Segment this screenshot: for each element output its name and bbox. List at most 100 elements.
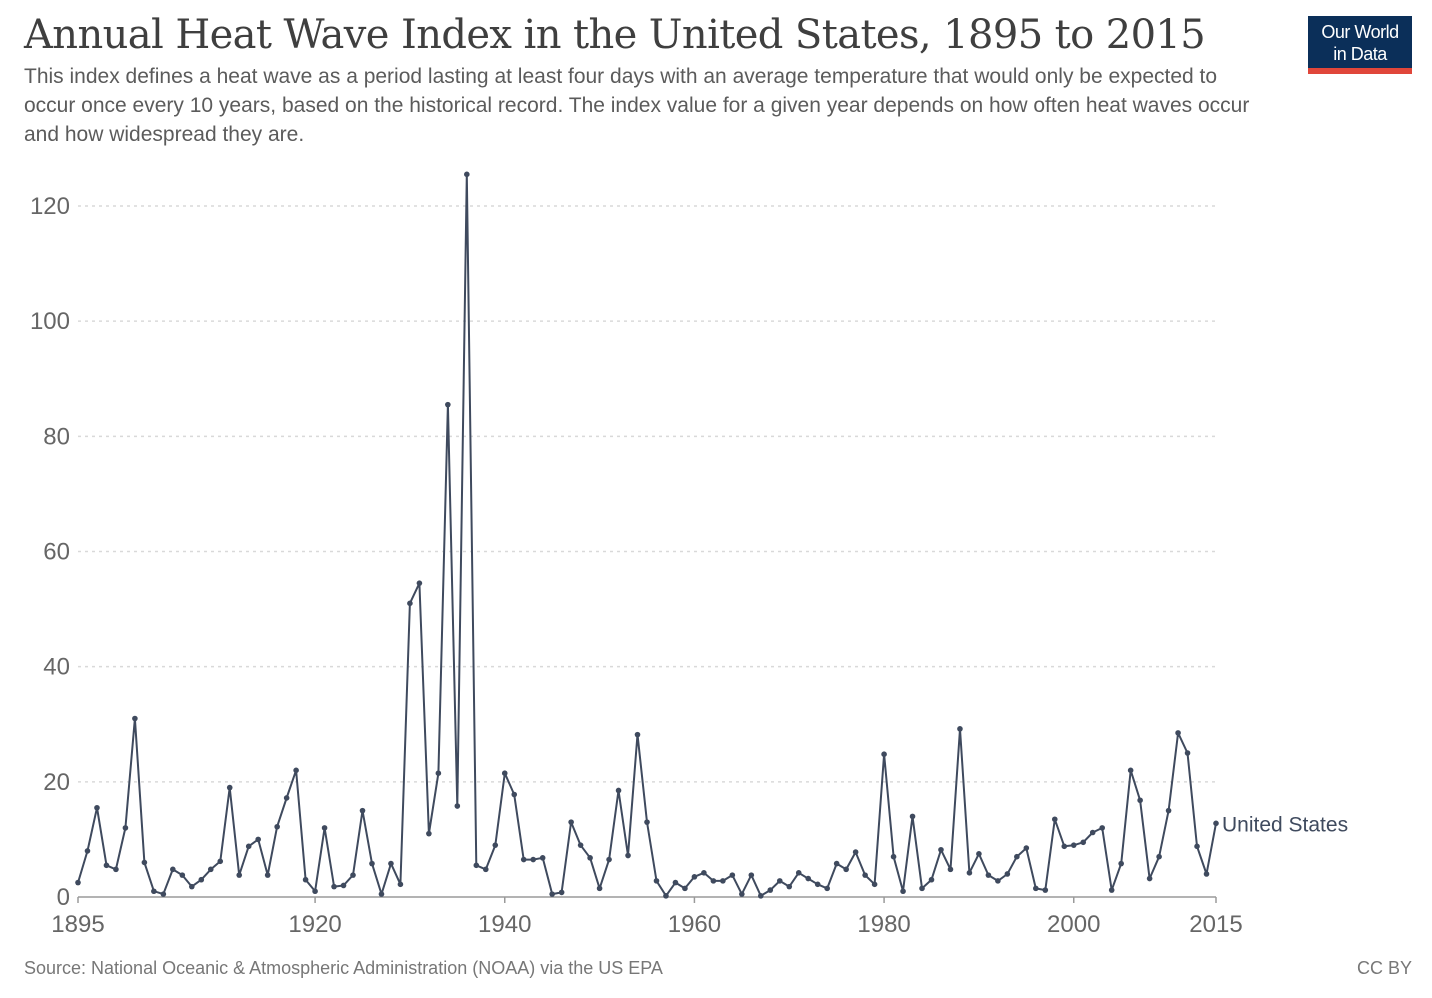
data-point[interactable] [179,872,186,878]
data-point[interactable] [1042,887,1049,893]
data-point[interactable] [890,853,897,860]
data-point[interactable] [862,872,868,878]
data-point[interactable] [103,862,110,869]
data-point[interactable] [340,882,347,889]
data-point[interactable] [1023,845,1030,851]
data-point[interactable] [539,855,546,861]
data-point[interactable] [1089,829,1096,836]
data-point[interactable] [900,888,906,895]
data-point[interactable] [786,883,793,890]
data-point[interactable] [482,866,489,873]
data-point[interactable] [1165,807,1172,814]
data-point[interactable] [293,767,299,774]
owid-logo[interactable]: Our World in Data [1308,16,1412,74]
data-point[interactable] [720,878,726,884]
data-point[interactable] [1061,843,1068,850]
data-point[interactable] [1213,820,1219,827]
data-point[interactable] [312,888,318,895]
data-point[interactable] [672,879,679,886]
data-point[interactable] [426,830,432,837]
data-point[interactable] [615,787,622,794]
data-point[interactable] [985,872,992,878]
data-point[interactable] [1014,853,1020,860]
data-point[interactable] [587,855,593,861]
data-point[interactable] [833,860,840,867]
data-point[interactable] [814,881,821,888]
data-point[interactable] [1080,839,1087,846]
data-point[interactable] [606,856,612,863]
data-point[interactable] [94,804,100,811]
data-point[interactable] [274,823,280,830]
data-point[interactable] [938,846,944,853]
data-point[interactable] [824,885,830,892]
data-point[interactable] [132,715,138,722]
data-point[interactable] [748,872,755,878]
data-point[interactable] [881,751,887,757]
data-point[interactable] [691,874,698,880]
data-point[interactable] [1137,797,1143,804]
data-point[interactable] [245,843,252,850]
data-point[interactable] [995,878,1001,884]
data-point[interactable] [369,860,375,867]
data-point[interactable] [1108,887,1115,893]
data-point[interactable] [454,803,461,809]
data-point[interactable] [644,819,650,825]
data-point[interactable] [558,889,565,896]
data-point[interactable] [501,770,508,776]
data-point[interactable] [464,171,470,178]
data-point[interactable] [549,891,555,897]
data-point[interactable] [350,872,356,878]
data-point[interactable] [852,849,859,855]
data-point[interactable] [653,878,660,884]
data-point[interactable] [236,872,243,878]
data-point[interactable] [141,859,148,866]
data-point[interactable] [435,770,442,776]
data-point[interactable] [1099,825,1105,831]
data-point[interactable] [226,784,233,791]
data-point[interactable] [530,856,536,863]
data-point[interactable] [388,860,394,867]
data-point[interactable] [264,872,271,878]
data-point[interactable] [397,881,404,888]
data-point[interactable] [302,876,309,883]
data-point[interactable] [492,842,499,848]
data-point[interactable] [416,580,423,586]
data-point[interactable] [1070,842,1077,848]
data-point[interactable] [909,813,916,820]
data-point[interactable] [122,825,129,831]
data-point[interactable] [1127,767,1134,774]
data-point[interactable] [189,883,195,890]
license-link[interactable]: CC BY [1356,958,1412,978]
data-point[interactable] [75,879,81,886]
data-point[interactable] [568,819,574,825]
data-point[interactable] [957,726,963,732]
data-point[interactable] [625,852,631,859]
data-point[interactable] [207,866,214,873]
data-point[interactable] [511,791,518,798]
data-point[interactable] [359,807,366,814]
data-point[interactable] [217,858,224,865]
data-point[interactable] [1004,871,1011,877]
data-point[interactable] [776,878,783,884]
data-point[interactable] [596,885,603,892]
data-point[interactable] [151,888,157,895]
data-point[interactable] [710,878,717,884]
data-point[interactable] [805,875,812,882]
data-point[interactable] [473,862,480,869]
data-point[interactable] [919,885,925,892]
data-point[interactable] [1203,871,1210,877]
data-point[interactable] [843,866,849,873]
data-point[interactable] [795,870,802,876]
data-point[interactable] [445,401,451,408]
data-point[interactable] [1146,875,1153,882]
data-point[interactable] [321,825,328,831]
data-point[interactable] [1194,843,1200,850]
data-point[interactable] [1118,860,1124,867]
data-point[interactable] [947,866,954,873]
data-point[interactable] [976,851,982,857]
data-point[interactable] [170,866,176,873]
data-point[interactable] [1156,853,1162,860]
data-point[interactable] [663,893,669,899]
data-point[interactable] [729,872,736,878]
data-point[interactable] [160,891,167,897]
